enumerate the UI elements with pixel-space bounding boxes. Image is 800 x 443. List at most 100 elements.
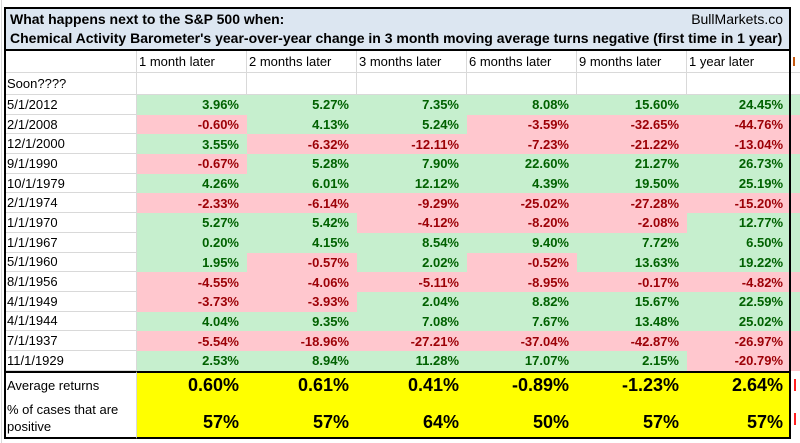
return-cell[interactable]: -9.29% [357,193,467,214]
date-cell[interactable]: 1/1/1967 [4,232,137,253]
return-cell[interactable]: 8.08% [467,95,577,115]
return-cell[interactable]: -0.17% [577,272,687,292]
empty-cell[interactable] [247,73,357,95]
date-cell[interactable]: 10/1/1979 [4,173,137,194]
return-cell[interactable]: 3.96% [137,95,247,115]
date-cell[interactable]: 8/1/1956 [4,272,137,292]
percent-positive-cell[interactable]: 57% [247,398,357,439]
return-cell[interactable]: -4.12% [357,213,467,233]
return-cell[interactable]: 5.27% [247,95,357,115]
return-cell[interactable]: 7.35% [357,95,467,115]
return-cell[interactable]: -0.67% [137,154,247,174]
return-cell[interactable]: 19.50% [577,173,687,194]
return-cell[interactable]: -21.22% [577,134,687,155]
return-cell[interactable]: 17.07% [467,350,577,371]
average-cell[interactable]: -0.89% [467,370,577,399]
return-cell[interactable]: 8.82% [467,291,577,312]
return-cell[interactable]: -18.96% [247,331,357,351]
return-cell[interactable]: 11.28% [357,350,467,371]
return-cell[interactable]: -4.82% [687,272,791,292]
return-cell[interactable]: -12.11% [357,134,467,155]
return-cell[interactable]: 5.27% [137,213,247,233]
return-cell[interactable]: 2.02% [357,252,467,273]
average-cell[interactable]: 0.41% [357,370,467,399]
return-cell[interactable]: -42.87% [577,331,687,351]
return-cell[interactable]: 6.50% [687,232,791,253]
date-cell[interactable]: 2/1/2008 [4,114,137,135]
average-cell[interactable]: 0.60% [137,370,247,399]
return-cell[interactable]: 6.01% [247,173,357,194]
return-cell[interactable]: -8.20% [467,213,577,233]
return-cell[interactable]: 5.28% [247,154,357,174]
return-cell[interactable]: -0.57% [247,252,357,273]
return-cell[interactable]: 7.90% [357,154,467,174]
return-cell[interactable]: 22.59% [687,291,791,312]
return-cell[interactable]: -3.73% [137,291,247,312]
percent-positive-label[interactable]: % of cases that are positive [4,398,137,439]
return-cell[interactable]: 4.15% [247,232,357,253]
return-cell[interactable]: 1.95% [137,252,247,273]
return-cell[interactable]: 25.02% [687,311,791,332]
return-cell[interactable]: -2.33% [137,193,247,214]
return-cell[interactable]: -32.65% [577,114,687,135]
column-header-2-months[interactable]: 2 months later [247,51,357,73]
return-cell[interactable]: -27.21% [357,331,467,351]
return-cell[interactable]: 8.54% [357,232,467,253]
return-cell[interactable]: 5.42% [247,213,357,233]
return-cell[interactable]: -7.23% [467,134,577,155]
return-cell[interactable]: -44.76% [687,114,791,135]
date-cell[interactable]: 5/1/1960 [4,252,137,273]
date-cell[interactable]: 12/1/2000 [4,134,137,155]
return-cell[interactable]: -0.60% [137,114,247,135]
note-cell[interactable]: Soon???? [4,73,137,95]
average-returns-label[interactable]: Average returns [4,370,137,399]
return-cell[interactable]: 12.77% [687,213,791,233]
date-cell[interactable]: 2/1/1974 [4,193,137,214]
return-cell[interactable]: -2.08% [577,213,687,233]
return-cell[interactable]: 2.53% [137,350,247,371]
return-cell[interactable]: 3.55% [137,134,247,155]
return-cell[interactable]: 15.67% [577,291,687,312]
empty-cell[interactable] [687,73,791,95]
title-block[interactable]: What happens next to the S&P 500 when: B… [4,7,791,51]
return-cell[interactable]: 8.94% [247,350,357,371]
date-cell[interactable]: 1/1/1970 [4,213,137,233]
return-cell[interactable]: 4.26% [137,173,247,194]
return-cell[interactable]: -25.02% [467,193,577,214]
empty-cell[interactable] [357,73,467,95]
return-cell[interactable]: 4.39% [467,173,577,194]
return-cell[interactable]: 0.20% [137,232,247,253]
return-cell[interactable]: 5.24% [357,114,467,135]
return-cell[interactable]: 2.15% [577,350,687,371]
return-cell[interactable]: 4.13% [247,114,357,135]
average-cell[interactable]: -1.23% [577,370,687,399]
return-cell[interactable]: 13.48% [577,311,687,332]
return-cell[interactable]: -3.93% [247,291,357,312]
return-cell[interactable]: 4.04% [137,311,247,332]
return-cell[interactable]: 7.67% [467,311,577,332]
return-cell[interactable]: -3.59% [467,114,577,135]
return-cell[interactable]: -13.04% [687,134,791,155]
return-cell[interactable]: -5.11% [357,272,467,292]
return-cell[interactable]: 22.60% [467,154,577,174]
average-cell[interactable]: 2.64% [687,370,791,399]
column-header-3-months[interactable]: 3 months later [357,51,467,73]
empty-cell[interactable] [467,73,577,95]
date-cell[interactable]: 9/1/1990 [4,154,137,174]
column-header-1-month[interactable]: 1 month later [137,51,247,73]
percent-positive-cell[interactable]: 57% [687,398,791,439]
return-cell[interactable]: 26.73% [687,154,791,174]
date-cell[interactable]: 11/1/1929 [4,350,137,371]
return-cell[interactable]: -26.97% [687,331,791,351]
return-cell[interactable]: 9.35% [247,311,357,332]
return-cell[interactable]: -0.52% [467,252,577,273]
date-cell[interactable]: 7/1/1937 [4,331,137,351]
percent-positive-cell[interactable]: 50% [467,398,577,439]
return-cell[interactable]: 21.27% [577,154,687,174]
return-cell[interactable]: 2.04% [357,291,467,312]
column-header-1-year[interactable]: 1 year later [687,51,791,73]
return-cell[interactable]: -15.20% [687,193,791,214]
return-cell[interactable]: 19.22% [687,252,791,273]
percent-positive-cell[interactable]: 64% [357,398,467,439]
empty-cell[interactable] [577,73,687,95]
